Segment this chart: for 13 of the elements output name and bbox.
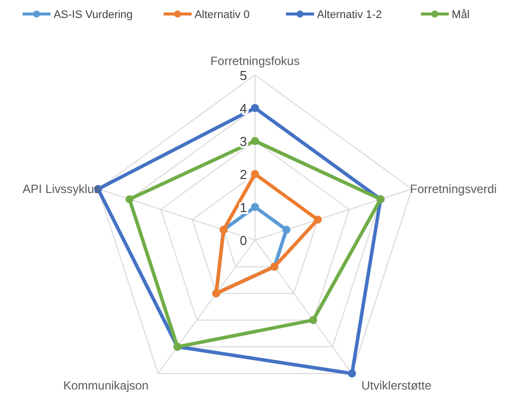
y-tick-label: 5 [240,68,247,83]
legend-label: Mål [452,9,470,21]
spoke-label: Kommunikajson [63,378,149,392]
y-tick-label: 1 [240,200,247,215]
legend-label: AS-IS Vurdering [54,9,133,21]
y-tick-label: 0 [240,233,247,248]
y-tick-label: 4 [240,101,247,116]
spoke-label: Forretningsverdi [410,182,497,196]
spoke-label: Utviklerstøtte [361,378,432,392]
legend-label: Alternativ 0 [194,9,250,21]
legend-label: Alternativ 1-2 [317,9,382,21]
y-tick-label: 2 [240,167,247,182]
spoke-label: Forretningsfokus [210,54,300,68]
